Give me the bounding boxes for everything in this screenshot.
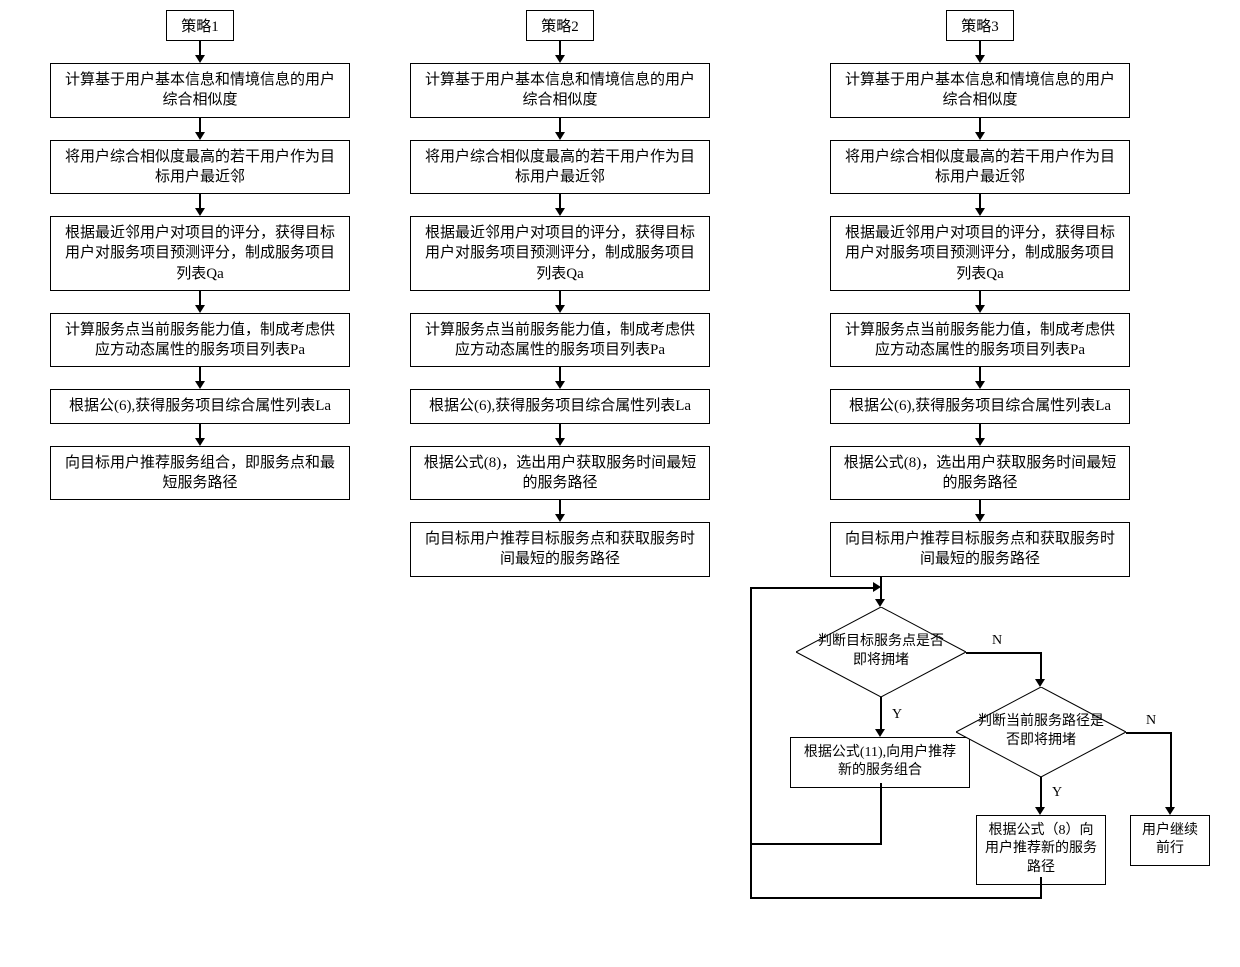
decision-1: 判断目标服务点是否即将拥堵: [796, 607, 966, 697]
s1-step-3: 计算服务点当前服务能力值，制成考虑供应方动态属性的服务项目列表Pa: [50, 313, 350, 368]
s2-step-1: 将用户综合相似度最高的若干用户作为目标用户最近邻: [410, 140, 710, 195]
connector: [195, 41, 205, 63]
decision-1-yes-action: 根据公式(11),向用户推荐新的服务组合: [790, 737, 970, 789]
decision-2: 判断当前服务路径是否即将拥堵: [956, 687, 1126, 777]
decision-2-yes-action: 根据公式（8）向用户推荐新的服务路径: [976, 815, 1106, 886]
decision-2-no-action: 用户继续前行: [1130, 815, 1210, 867]
s3-step-0: 计算基于用户基本信息和情境信息的用户综合相似度: [830, 63, 1130, 118]
decision-2-yes-label: Y: [1052, 785, 1062, 801]
decision-area: 判断目标服务点是否即将拥堵 Y 根据公式(11),向用户推荐新的服务组合 N 判…: [760, 577, 1200, 957]
decision-2-no-label: N: [1146, 713, 1156, 729]
s1-step-1: 将用户综合相似度最高的若干用户作为目标用户最近邻: [50, 140, 350, 195]
s1-step-5: 向目标用户推荐服务组合，即服务点和最短服务路径: [50, 446, 350, 501]
s3-step-4: 根据公(6),获得服务项目综合属性列表La: [830, 389, 1130, 423]
s2-step-4: 根据公(6),获得服务项目综合属性列表La: [410, 389, 710, 423]
strategy-1-column: 策略1 计算基于用户基本信息和情境信息的用户综合相似度 将用户综合相似度最高的若…: [40, 10, 360, 500]
strategy-1-title: 策略1: [166, 10, 234, 41]
s2-step-5: 根据公式(8)，选出用户获取服务时间最短的服务路径: [410, 446, 710, 501]
s1-step-4: 根据公(6),获得服务项目综合属性列表La: [50, 389, 350, 423]
s3-step-3: 计算服务点当前服务能力值，制成考虑供应方动态属性的服务项目列表Pa: [830, 313, 1130, 368]
s3-step-6: 向目标用户推荐目标服务点和获取服务时间最短的服务路径: [830, 522, 1130, 577]
s2-step-6: 向目标用户推荐目标服务点和获取服务时间最短的服务路径: [410, 522, 710, 577]
strategy-2-title: 策略2: [526, 10, 594, 41]
s2-step-3: 计算服务点当前服务能力值，制成考虑供应方动态属性的服务项目列表Pa: [410, 313, 710, 368]
decision-1-yes-label: Y: [892, 707, 902, 723]
flowchart-container: 策略1 计算基于用户基本信息和情境信息的用户综合相似度 将用户综合相似度最高的若…: [10, 10, 1230, 957]
s2-step-0: 计算基于用户基本信息和情境信息的用户综合相似度: [410, 63, 710, 118]
strategy-2-column: 策略2 计算基于用户基本信息和情境信息的用户综合相似度 将用户综合相似度最高的若…: [400, 10, 720, 577]
s3-step-2: 根据最近邻用户对项目的评分，获得目标用户对服务项目预测评分，制成服务项目列表Qa: [830, 216, 1130, 291]
s2-step-2: 根据最近邻用户对项目的评分，获得目标用户对服务项目预测评分，制成服务项目列表Qa: [410, 216, 710, 291]
s3-step-1: 将用户综合相似度最高的若干用户作为目标用户最近邻: [830, 140, 1130, 195]
decision-2-text: 判断当前服务路径是否即将拥堵: [956, 713, 1126, 749]
s3-step-5: 根据公式(8)，选出用户获取服务时间最短的服务路径: [830, 446, 1130, 501]
s1-step-0: 计算基于用户基本信息和情境信息的用户综合相似度: [50, 63, 350, 118]
strategy-3-title: 策略3: [946, 10, 1014, 41]
s1-step-2: 根据最近邻用户对项目的评分，获得目标用户对服务项目预测评分，制成服务项目列表Qa: [50, 216, 350, 291]
strategy-3-column: 策略3 计算基于用户基本信息和情境信息的用户综合相似度 将用户综合相似度最高的若…: [760, 10, 1200, 957]
decision-1-no-label: N: [992, 633, 1002, 649]
decision-1-text: 判断目标服务点是否即将拥堵: [796, 633, 966, 669]
